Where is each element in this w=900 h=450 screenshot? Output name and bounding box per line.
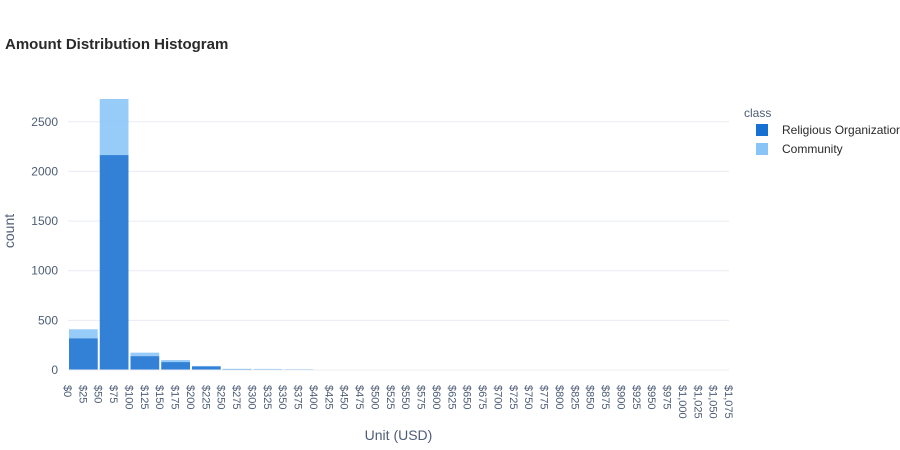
x-tick-label: $800: [553, 385, 565, 409]
x-tick-label: $200: [184, 385, 196, 409]
bar-community: [161, 360, 190, 363]
chart-title: Amount Distribution Histogram: [5, 36, 229, 53]
x-tick-label: $125: [138, 385, 150, 409]
x-tick-label: $1,050: [707, 385, 719, 419]
x-tick-label: $350: [276, 385, 288, 409]
x-tick-label: $250: [215, 385, 227, 409]
x-tick-label: $25: [76, 385, 88, 403]
legend-swatch: [756, 143, 768, 155]
x-tick-label: $675: [476, 385, 488, 409]
x-tick-label: $1,075: [722, 385, 734, 419]
x-tick-label: $100: [122, 385, 134, 409]
x-tick-label: $225: [199, 385, 211, 409]
x-tick-label: $325: [261, 385, 273, 409]
x-tick-label: $150: [153, 385, 165, 409]
legend-swatch: [756, 124, 768, 136]
x-tick-label: $950: [645, 385, 657, 409]
x-tick-label: $725: [507, 385, 519, 409]
legend-label: Community: [782, 142, 843, 156]
bar-community: [130, 352, 160, 357]
x-tick-label: $600: [430, 385, 442, 409]
x-tick-label: $0: [61, 385, 73, 397]
x-tick-label: $550: [399, 385, 411, 409]
x-tick-label: $400: [307, 385, 319, 409]
x-tick-label: $875: [599, 385, 611, 409]
x-tick-label: $775: [538, 385, 550, 409]
x-tick-label: $975: [661, 385, 673, 409]
x-axis-title: Unit (USD): [365, 427, 433, 443]
x-tick-label: $375: [292, 385, 304, 409]
x-tick-label: $650: [461, 385, 473, 409]
x-tick-label: $700: [491, 385, 503, 409]
bar-religious: [99, 155, 129, 370]
y-tick-label: 2500: [31, 115, 58, 129]
x-tick-label: $500: [368, 385, 380, 409]
bar-community: [284, 369, 313, 370]
legend-label: Religious Organizatior: [782, 123, 900, 137]
x-tick-label: $825: [568, 385, 580, 409]
x-tick-label: $50: [92, 385, 104, 403]
bar-community: [222, 368, 252, 370]
bar-community: [253, 368, 283, 370]
y-tick-label: 0: [51, 363, 58, 377]
y-tick-label: 500: [38, 313, 58, 327]
bar-religious: [69, 338, 98, 370]
x-tick-label: $625: [445, 385, 457, 409]
bar-religious: [130, 356, 160, 370]
x-tick-label: $575: [415, 385, 427, 409]
bar-community: [191, 365, 221, 367]
x-tick-label: $175: [169, 385, 181, 409]
x-tick-label: $1,025: [691, 385, 703, 419]
x-tick-label: $525: [384, 385, 396, 409]
x-tick-label: $275: [230, 385, 242, 409]
x-tick-label: $1,000: [676, 385, 688, 419]
x-tick-label: $75: [107, 385, 119, 403]
x-tick-label: $925: [630, 385, 642, 409]
legend-title: class: [744, 106, 771, 120]
bar-religious: [191, 366, 221, 370]
bar-religious: [161, 362, 190, 370]
x-tick-label: $750: [522, 385, 534, 409]
bar-community: [99, 98, 129, 156]
x-tick-label: $425: [322, 385, 334, 409]
x-tick-label: $900: [614, 385, 626, 409]
y-tick-label: 1500: [31, 214, 58, 228]
x-tick-label: $300: [245, 385, 257, 409]
y-tick-label: 2000: [31, 164, 58, 178]
bar-community: [69, 329, 98, 339]
x-tick-label: $475: [353, 385, 365, 409]
y-axis-title: count: [1, 214, 17, 248]
y-tick-label: 1000: [31, 264, 58, 278]
x-tick-label: $450: [338, 385, 350, 409]
x-tick-label: $850: [584, 385, 596, 409]
